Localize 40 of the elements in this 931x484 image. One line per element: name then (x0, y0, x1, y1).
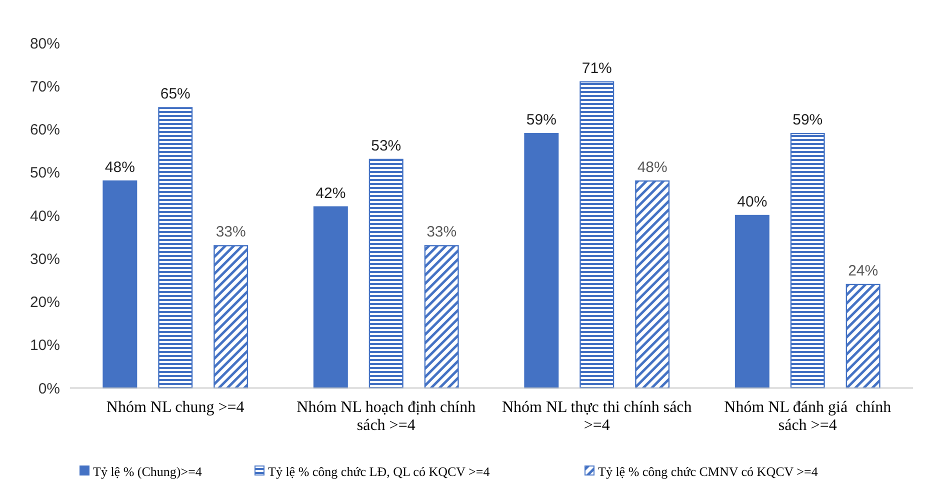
legend-label: Tỷ lệ % công chức CMNV có KQCV >=4 (598, 464, 818, 479)
text: 53% (371, 137, 402, 154)
text: 24% (848, 262, 878, 280)
bar (368, 158, 404, 389)
bar (158, 107, 193, 389)
text: 71% (582, 60, 612, 77)
x-tick-label: Nhóm NL thực thi chính sách >=4 (502, 399, 692, 434)
text: 65% (160, 86, 190, 103)
x-tick-label: Nhóm NL chung >=4 (106, 399, 244, 416)
bar (635, 180, 670, 389)
bar (214, 245, 248, 389)
y-tick-label: 80% (30, 35, 60, 52)
text: 42% (316, 184, 346, 202)
bar (313, 206, 348, 389)
x-tick-label: Nhóm NL hoạch định chính sách >=4 (296, 399, 476, 434)
text: 40% (737, 194, 768, 210)
text: 33% (216, 224, 246, 241)
legend-label: Tỷ lệ % công chức LĐ, QL có KQCV >=4 (268, 464, 490, 479)
text: 59% (792, 112, 823, 129)
y-tick-label: 40% (30, 208, 60, 225)
bar (102, 180, 138, 389)
y-tick-label: 0% (38, 380, 60, 398)
text: 48% (104, 159, 135, 176)
y-tick-label: 50% (30, 164, 60, 182)
bar (580, 81, 614, 389)
bar (524, 132, 559, 389)
text: 48% (637, 159, 668, 176)
bar (424, 245, 459, 389)
bar (790, 132, 825, 389)
bar (734, 214, 770, 389)
y-tick-label: 70% (30, 78, 60, 96)
x-tick-label: Nhóm NL đánh giá chính sách >=4 (724, 399, 892, 434)
text: 59% (526, 112, 556, 129)
y-tick-label: 60% (30, 122, 60, 138)
legend-label: Tỷ lệ % (Chung)>=4 (93, 464, 202, 479)
y-tick-label: 30% (30, 250, 60, 268)
y-tick-label: 20% (30, 294, 60, 311)
y-tick-label: 10% (30, 337, 60, 354)
bar (846, 284, 880, 389)
text: 33% (426, 224, 457, 241)
